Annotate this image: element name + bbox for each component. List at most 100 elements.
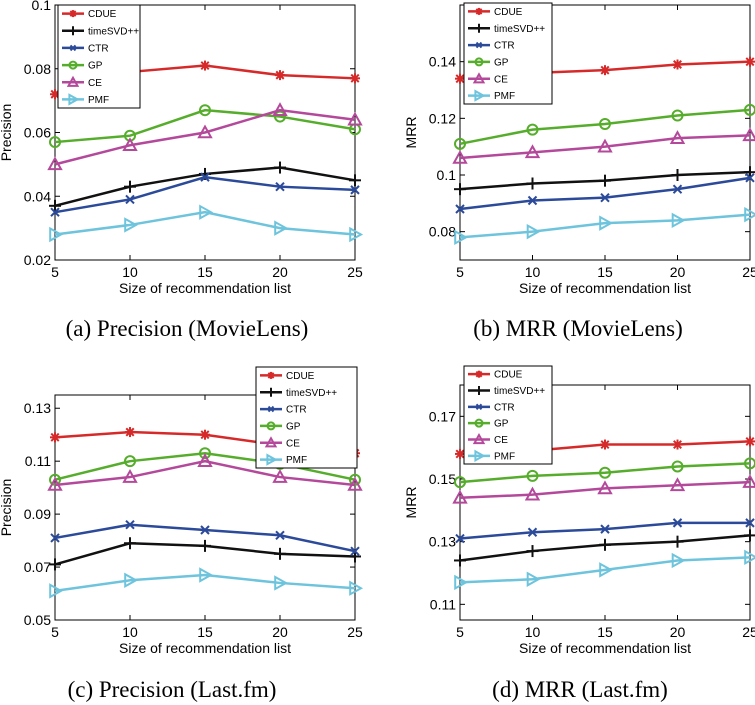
legend-label: GP — [494, 57, 509, 68]
legend-entry: CTR — [62, 43, 109, 54]
data-point — [671, 535, 684, 548]
legend-entry: CDUE — [468, 7, 523, 18]
y-tick-label: 0.11 — [25, 453, 51, 469]
legend-label: CE — [286, 438, 300, 449]
y-tick-label: 0.04 — [24, 188, 51, 204]
data-point — [200, 525, 210, 535]
data-point — [274, 575, 289, 591]
x-tick-label: 5 — [51, 264, 59, 280]
legend: CDUE timeSVD++ CTR GP CE PMF — [57, 4, 141, 109]
data-point — [350, 546, 360, 556]
series-ce — [47, 453, 363, 491]
panel-caption: (d) MRR (Last.fm) — [492, 677, 668, 702]
data-point — [524, 486, 541, 501]
series-pmf — [454, 206, 755, 246]
legend-label: PMF — [494, 451, 515, 462]
series-ce — [47, 102, 363, 171]
series-line — [459, 521, 750, 540]
y-axis-label: MRR — [403, 487, 419, 519]
legend-entry: CTR — [468, 402, 515, 413]
x-tick-label: 10 — [122, 624, 138, 640]
data-point — [744, 166, 755, 179]
legend: CDUE timeSVD++ CTR GP CE PMF — [255, 366, 358, 469]
data-point — [350, 185, 360, 195]
series-ce — [452, 474, 755, 504]
data-point — [47, 476, 63, 491]
legend-entry: CE — [468, 72, 508, 85]
data-point — [50, 432, 60, 443]
data-point — [272, 102, 288, 116]
legend-label: CE — [494, 435, 508, 446]
y-tick-label: 0.07 — [24, 559, 51, 575]
data-point — [526, 545, 539, 558]
data-point — [47, 156, 63, 171]
data-point — [199, 539, 211, 552]
series-line — [54, 108, 356, 144]
data-point — [744, 529, 755, 542]
y-tick-label: 0.1 — [32, 0, 52, 13]
legend-label: PMF — [286, 455, 307, 466]
data-point — [745, 518, 755, 528]
series-gp — [454, 457, 755, 489]
legend-label: GP — [286, 421, 301, 432]
data-point — [274, 161, 286, 174]
data-point — [672, 439, 683, 450]
data-point — [600, 192, 610, 203]
data-point — [526, 177, 539, 190]
x-tick-label: 25 — [742, 624, 755, 640]
data-point — [200, 429, 210, 440]
legend: CDUE timeSVD++ CTR GP CE PMF — [463, 2, 553, 105]
series-pmf — [49, 204, 364, 243]
data-point — [669, 477, 686, 492]
series-ctr — [455, 518, 755, 544]
data-point — [599, 215, 614, 231]
legend-entry: CDUE — [62, 9, 117, 20]
data-point — [349, 226, 364, 243]
data-point — [452, 489, 468, 504]
x-tick-label: 20 — [670, 264, 686, 280]
data-point — [454, 183, 466, 196]
data-point — [744, 206, 755, 223]
x-axis-label: Size of recommendation list — [519, 640, 691, 656]
data-point — [597, 138, 613, 153]
series-line — [459, 213, 751, 239]
legend-entry: GP — [260, 421, 301, 432]
data-point — [745, 436, 755, 447]
y-tick-label: 0.05 — [24, 612, 51, 628]
data-point — [49, 226, 64, 243]
panel-caption: (b) MRR (MovieLens) — [473, 316, 683, 341]
data-point — [49, 583, 64, 599]
legend-label: timeSVD++ — [286, 388, 337, 399]
x-tick-label: 15 — [597, 264, 613, 280]
legend-entry: PMF — [468, 449, 515, 462]
data-point — [671, 169, 684, 181]
data-point — [526, 469, 539, 482]
x-tick-label: 15 — [597, 624, 613, 640]
series-line — [459, 480, 751, 500]
data-point — [599, 118, 611, 130]
data-point — [744, 457, 755, 470]
x-tick-label: 10 — [525, 624, 541, 640]
legend-label: timeSVD++ — [494, 24, 545, 35]
legend-entry: CE — [468, 432, 508, 446]
series-line — [54, 108, 356, 166]
data-point — [454, 574, 469, 591]
chart-panel-c: 5 10 15 20 25 0.05 0.07 0.09 0.11 0.13 Size of rec… — [0, 366, 364, 702]
y-axis-label: Precision — [0, 104, 14, 162]
data-point — [349, 580, 364, 596]
data-point — [124, 537, 136, 550]
legend-entry: CE — [62, 75, 102, 89]
data-point — [274, 110, 286, 123]
y-tick-label: 0.12 — [429, 110, 456, 126]
y-tick-label: 0.1 — [437, 167, 457, 183]
data-point — [672, 184, 683, 194]
legend-label: CDUE — [88, 9, 117, 20]
x-tick-label: 5 — [456, 264, 464, 280]
data-point — [527, 195, 538, 206]
legend-entry: CDUE — [468, 370, 523, 381]
series-ctr — [50, 172, 360, 217]
legend-label: PMF — [88, 95, 109, 106]
legend-label: timeSVD++ — [88, 26, 139, 37]
series-line — [459, 462, 751, 484]
